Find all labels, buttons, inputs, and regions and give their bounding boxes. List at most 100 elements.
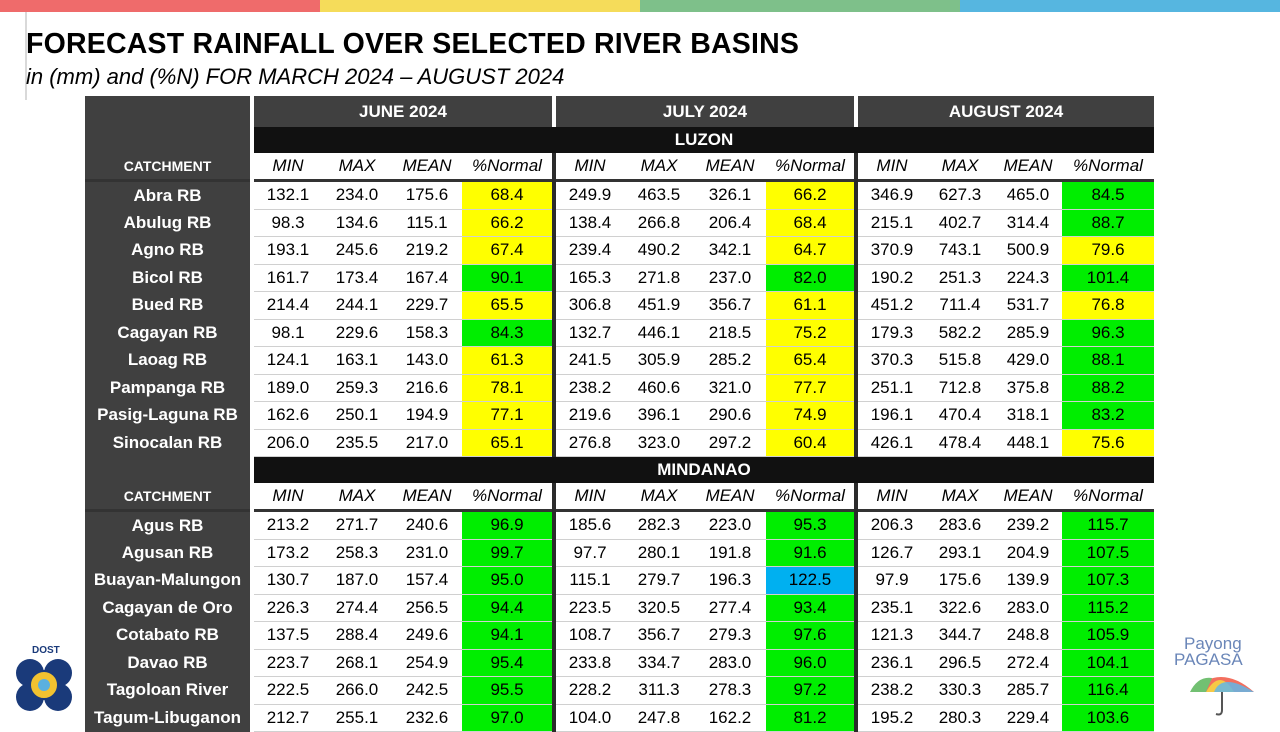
value-cell: 743.1 — [926, 236, 994, 265]
pct-normal-cell: 93.4 — [766, 594, 856, 622]
table-row: Cagayan de Oro 226.3 274.4 256.5 94.4 223.5 32… — [85, 594, 1154, 622]
region-label-luzon: LUZON — [252, 127, 1154, 153]
value-cell: 490.2 — [624, 236, 694, 265]
pct-normal-cell: 96.0 — [766, 649, 856, 677]
pct-normal-cell: 95.3 — [766, 510, 856, 540]
pct-normal-cell: 68.4 — [462, 180, 554, 210]
value-cell: 448.1 — [994, 429, 1062, 457]
catchment-name: Pasig-Laguna RB — [85, 401, 254, 429]
pct-normal-cell: 95.0 — [462, 566, 554, 595]
pct-normal-cell: 68.4 — [766, 209, 856, 237]
value-cell: 162.6 — [252, 401, 322, 430]
value-cell: 446.1 — [624, 319, 694, 347]
pct-normal-cell: 79.6 — [1062, 236, 1154, 265]
value-cell: 370.9 — [854, 236, 926, 265]
value-cell: 396.1 — [624, 401, 694, 430]
value-cell: 274.4 — [322, 594, 392, 622]
month-header-1: JULY 2024 — [552, 96, 856, 127]
value-cell: 190.2 — [854, 264, 926, 292]
value-cell: 285.9 — [994, 319, 1062, 347]
column-header-mean: MEAN — [694, 153, 766, 182]
value-cell: 451.9 — [624, 291, 694, 320]
pct-normal-cell: 107.3 — [1062, 566, 1154, 595]
pct-normal-cell: 65.4 — [766, 346, 856, 375]
value-cell: 218.5 — [694, 319, 766, 347]
value-cell: 238.2 — [854, 676, 926, 705]
value-cell: 426.1 — [854, 429, 926, 457]
value-cell: 138.4 — [552, 209, 624, 237]
rainfall-table: JUNE 2024 JULY 2024 AUGUST 2024 LUZON CATCHM… — [85, 96, 1154, 732]
value-cell: 320.5 — [624, 594, 694, 622]
value-cell: 271.8 — [624, 264, 694, 292]
value-cell: 429.0 — [994, 346, 1062, 375]
value-cell: 356.7 — [624, 621, 694, 650]
column-header-mean: MEAN — [994, 153, 1062, 182]
value-cell: 326.1 — [694, 180, 766, 210]
pct-normal-cell: 64.7 — [766, 236, 856, 265]
value-cell: 242.5 — [392, 676, 462, 705]
value-cell: 191.8 — [694, 539, 766, 567]
table-row: Pasig-Laguna RB 162.6 250.1 194.9 77.1 219.6 3… — [85, 401, 1154, 430]
table-row: Agusan RB 173.2 258.3 231.0 99.7 97.7 280.1 191… — [85, 539, 1154, 567]
value-cell: 236.1 — [854, 649, 926, 677]
value-cell: 224.3 — [994, 264, 1062, 292]
pct-normal-cell: 99.7 — [462, 539, 554, 567]
column-header-row: CATCHMENT MIN MAX MEAN %Normal MIN MAX MEAN %Nor… — [85, 153, 1154, 182]
region-header-row: LUZON — [85, 127, 1154, 153]
value-cell: 255.1 — [322, 704, 392, 732]
value-cell: 219.6 — [552, 401, 624, 430]
value-cell: 254.9 — [392, 649, 462, 677]
column-header-min: MIN — [552, 483, 624, 512]
value-cell: 229.4 — [994, 704, 1062, 732]
value-cell: 323.0 — [624, 429, 694, 457]
value-cell: 344.7 — [926, 621, 994, 650]
value-cell: 283.0 — [694, 649, 766, 677]
value-cell: 278.3 — [694, 676, 766, 705]
value-cell: 285.2 — [694, 346, 766, 375]
value-cell: 132.7 — [552, 319, 624, 347]
month-header-0: JUNE 2024 — [252, 96, 554, 127]
pct-normal-cell: 95.4 — [462, 649, 554, 677]
table-row: Agno RB 193.1 245.6 219.2 67.4 239.4 490.2 342.… — [85, 236, 1154, 265]
pct-normal-cell: 75.2 — [766, 319, 856, 347]
column-header-max: MAX — [322, 483, 392, 512]
value-cell: 232.6 — [392, 704, 462, 732]
value-cell: 451.2 — [854, 291, 926, 320]
column-header-row: CATCHMENT MIN MAX MEAN %Normal MIN MAX MEAN %Nor… — [85, 483, 1154, 512]
pct-normal-cell: 61.1 — [766, 291, 856, 320]
value-cell: 235.1 — [854, 594, 926, 622]
catchment-name: Agno RB — [85, 236, 254, 264]
value-cell: 158.3 — [392, 319, 462, 347]
top-color-bar — [0, 0, 1280, 12]
column-header-min: MIN — [854, 483, 926, 512]
value-cell: 239.4 — [552, 236, 624, 265]
pct-normal-cell: 84.3 — [462, 319, 554, 347]
value-cell: 173.4 — [322, 264, 392, 292]
month-header-row: JUNE 2024 JULY 2024 AUGUST 2024 — [85, 96, 1154, 127]
catchment-name: Laoag RB — [85, 346, 254, 374]
table-row: Laoag RB 124.1 163.1 143.0 61.3 241.5 305.9 285… — [85, 346, 1154, 375]
value-cell: 321.0 — [694, 374, 766, 402]
value-cell: 165.3 — [552, 264, 624, 292]
table-row: Abra RB 132.1 234.0 175.6 68.4 249.9 463.5 326.… — [85, 180, 1154, 210]
value-cell: 239.2 — [994, 510, 1062, 540]
value-cell: 465.0 — [994, 180, 1062, 210]
value-cell: 97.9 — [854, 566, 926, 595]
pct-normal-cell: 77.7 — [766, 374, 856, 402]
column-header-max: MAX — [322, 153, 392, 182]
value-cell: 195.2 — [854, 704, 926, 732]
pct-normal-cell: 67.4 — [462, 236, 554, 265]
column-header-pct-normal: %Normal — [1062, 483, 1154, 512]
value-cell: 266.0 — [322, 676, 392, 705]
value-cell: 212.7 — [252, 704, 322, 732]
dost-logo-text: DOST — [32, 645, 60, 656]
value-cell: 297.2 — [694, 429, 766, 457]
pct-normal-cell: 77.1 — [462, 401, 554, 430]
pct-normal-cell: 122.5 — [766, 566, 856, 595]
value-cell: 288.4 — [322, 621, 392, 650]
pct-normal-cell: 97.6 — [766, 621, 856, 650]
pct-normal-cell: 84.5 — [1062, 180, 1154, 210]
payong-pagasa-logo: Payong PAGASA — [1174, 634, 1254, 716]
catchment-name: Abulug RB — [85, 209, 254, 237]
value-cell: 290.6 — [694, 401, 766, 430]
